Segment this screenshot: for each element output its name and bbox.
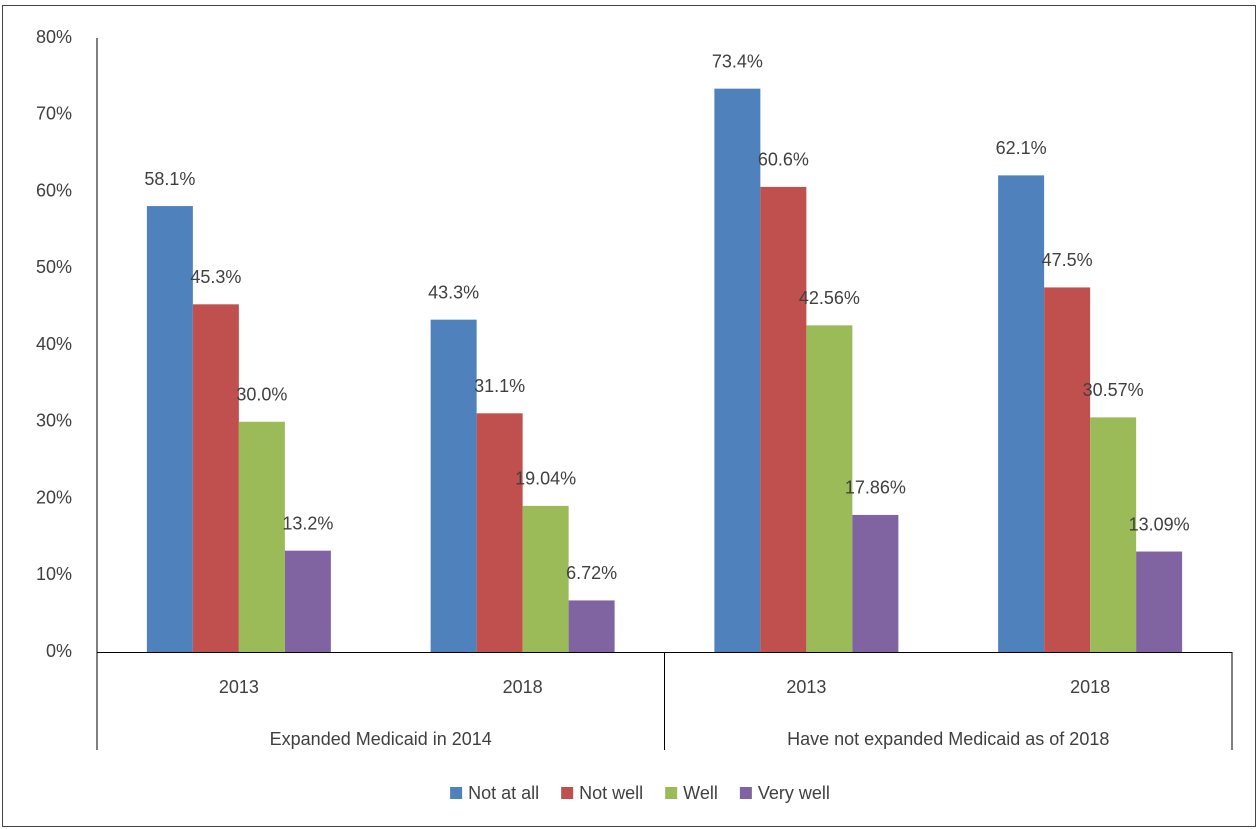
bar bbox=[430, 319, 477, 652]
y-tick-label: 10% bbox=[36, 564, 72, 584]
value-label: 45.3% bbox=[190, 267, 241, 287]
value-label: 30.0% bbox=[236, 385, 287, 405]
x-tick-label: 2018 bbox=[1070, 677, 1110, 697]
value-label: 43.3% bbox=[428, 282, 479, 302]
y-tick-label: 80% bbox=[36, 27, 72, 47]
group-label: Expanded Medicaid in 2014 bbox=[270, 729, 492, 749]
value-label: 19.04% bbox=[515, 469, 576, 489]
x-tick-label: 2013 bbox=[219, 677, 259, 697]
value-label: 30.57% bbox=[1083, 380, 1144, 400]
value-label: 73.4% bbox=[712, 51, 763, 71]
legend-label: Well bbox=[683, 783, 718, 803]
legend-swatch bbox=[739, 787, 752, 799]
value-label: 42.56% bbox=[799, 288, 860, 308]
legend-swatch bbox=[561, 787, 574, 799]
value-label: 6.72% bbox=[566, 563, 617, 583]
legend-label: Not at all bbox=[468, 783, 539, 803]
y-tick-label: 60% bbox=[36, 180, 72, 200]
legend-swatch bbox=[450, 787, 463, 799]
y-tick-label: 0% bbox=[46, 641, 72, 661]
y-tick-label: 50% bbox=[36, 257, 72, 277]
bar bbox=[1136, 551, 1183, 652]
bar bbox=[476, 413, 523, 652]
legend-label: Not well bbox=[579, 783, 643, 803]
y-tick-label: 40% bbox=[36, 334, 72, 354]
legend-swatch bbox=[665, 787, 678, 799]
value-label: 47.5% bbox=[1042, 250, 1093, 270]
bar bbox=[1090, 417, 1137, 652]
y-tick-label: 70% bbox=[36, 104, 72, 124]
value-label: 58.1% bbox=[144, 169, 195, 189]
value-label: 31.1% bbox=[474, 376, 525, 396]
x-tick-label: 2013 bbox=[786, 677, 826, 697]
legend-label: Very well bbox=[758, 783, 830, 803]
bar bbox=[852, 514, 899, 652]
bar bbox=[1044, 287, 1091, 652]
bar bbox=[568, 600, 615, 652]
value-label: 17.86% bbox=[845, 478, 906, 498]
bar bbox=[146, 206, 193, 652]
bar bbox=[238, 421, 285, 652]
bar bbox=[714, 88, 761, 652]
value-label: 62.1% bbox=[996, 138, 1047, 158]
value-label: 13.09% bbox=[1129, 514, 1190, 534]
value-label: 13.2% bbox=[282, 513, 333, 533]
bar bbox=[522, 505, 569, 652]
y-tick-label: 20% bbox=[36, 487, 72, 507]
bar bbox=[998, 175, 1045, 652]
bar bbox=[284, 550, 331, 652]
x-tick-label: 2018 bbox=[503, 677, 543, 697]
group-label: Have not expanded Medicaid as of 2018 bbox=[787, 729, 1109, 749]
bar bbox=[192, 304, 239, 652]
bar bbox=[806, 325, 853, 652]
bar bbox=[760, 186, 807, 652]
y-tick-label: 30% bbox=[36, 411, 72, 431]
value-label: 60.6% bbox=[758, 150, 809, 170]
